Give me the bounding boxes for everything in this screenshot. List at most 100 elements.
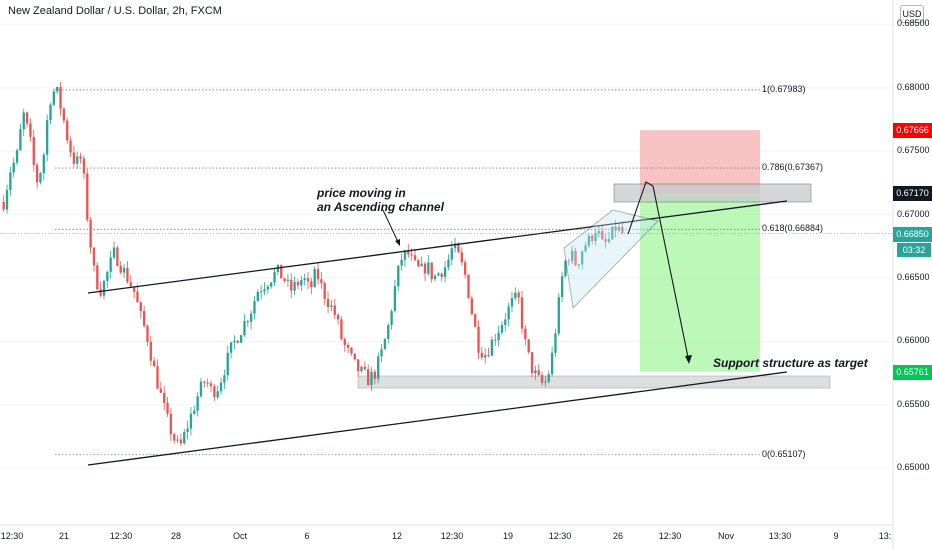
candle-body: [524, 328, 527, 340]
time-tick-label: Oct: [232, 531, 248, 541]
candle-body: [550, 352, 554, 375]
stop-loss-zone[interactable]: [640, 130, 760, 194]
candle-body: [474, 314, 477, 327]
candle-body: [2, 201, 5, 210]
candle-body: [19, 129, 22, 151]
candle-body: [494, 339, 497, 341]
candle-body: [86, 173, 89, 220]
candle-body: [570, 250, 574, 262]
candle-body: [387, 324, 390, 339]
price-tick-label: 0.65000: [897, 462, 930, 473]
candle-body: [564, 260, 567, 277]
candle-body: [614, 226, 617, 231]
candle-body: [283, 278, 286, 282]
price-tag: 0.65761: [893, 364, 932, 380]
candle-body: [280, 264, 283, 279]
candle-body: [42, 154, 45, 174]
candle-body: [611, 226, 614, 240]
candle-body: [76, 156, 79, 164]
projection-path-up[interactable]: [627, 181, 654, 235]
time-tick-label: 19: [502, 531, 514, 541]
candle-body: [604, 239, 607, 242]
candle-body: [517, 292, 520, 298]
candle-body: [336, 314, 340, 320]
candle-body: [139, 302, 142, 312]
candle-body: [557, 297, 560, 334]
candle-body: [497, 332, 500, 341]
candle-body: [132, 286, 136, 292]
candle-body: [567, 260, 570, 262]
annotation-target[interactable]: Support structure as target: [713, 356, 868, 370]
time-tick-label: 13:: [878, 531, 892, 541]
candle-body: [56, 87, 59, 92]
candle-body: [223, 375, 226, 383]
candle-body: [443, 267, 447, 277]
candle-body: [186, 428, 189, 432]
candle-body: [367, 369, 370, 386]
candle-body: [246, 321, 249, 323]
candle-body: [397, 265, 400, 287]
projection-arrow-down[interactable]: [652, 185, 690, 363]
candle-body: [226, 352, 229, 376]
price-tag: 0.66850: [893, 226, 932, 242]
candle-body: [340, 319, 343, 340]
candle-body: [581, 251, 584, 265]
candle-body: [440, 273, 443, 277]
candle-body: [460, 252, 463, 263]
candle-body: [617, 226, 621, 231]
time-tick-label: 28: [170, 531, 182, 541]
channel-lower-line[interactable]: [87, 371, 788, 466]
candle-body: [116, 247, 119, 266]
candle-body: [427, 262, 430, 274]
candle-body: [82, 158, 86, 174]
candle-body: [490, 339, 494, 356]
candle-body: [35, 164, 39, 183]
candle-body: [129, 282, 132, 287]
candle-body: [296, 281, 300, 286]
currency-button[interactable]: USD: [900, 5, 924, 23]
candle-body: [363, 366, 367, 370]
channel-upper-line[interactable]: [87, 200, 788, 294]
annotation-channel-line2: an Ascending channel: [317, 200, 444, 214]
candle-body: [504, 319, 507, 326]
candle-body: [259, 291, 263, 293]
fib-level-label: 0.618(0.66884): [762, 223, 824, 234]
candle-body: [216, 391, 219, 398]
drawings[interactable]: [0, 181, 893, 466]
annotation-pointer[interactable]: [382, 209, 400, 245]
candle-body: [12, 162, 15, 173]
time-tick-label: 12: [391, 531, 403, 541]
price-tick-label: 0.68000: [897, 81, 930, 92]
candle-body: [400, 259, 403, 266]
resistance-box[interactable]: [613, 183, 812, 203]
time-tick-label: 12:30: [658, 531, 682, 541]
take-profit-zone[interactable]: [640, 193, 760, 372]
candle-body: [72, 152, 76, 164]
candlestick-series[interactable]: [2, 81, 624, 446]
candle-body: [433, 275, 437, 280]
annotation-channel[interactable]: price moving in an Ascending channel: [317, 186, 444, 214]
candle-body: [169, 413, 173, 435]
candle-body: [5, 190, 9, 210]
price-tick-label: 0.67000: [897, 208, 930, 219]
support-box[interactable]: [357, 375, 831, 389]
time-tick-label: 12:30: [548, 531, 572, 541]
rising-wedge[interactable]: [563, 209, 659, 309]
price-tag: 0.67170: [893, 186, 932, 202]
candle-body: [537, 370, 540, 375]
candle-body: [66, 120, 69, 141]
time-tick-label: 13:30: [768, 531, 792, 541]
candle-body: [149, 341, 152, 361]
candle-body: [193, 410, 196, 414]
price-tick-label: 0.66000: [897, 335, 930, 346]
candle-body: [249, 313, 253, 322]
chart-title: New Zealand Dollar / U.S. Dollar, 2h, FX…: [8, 5, 222, 17]
candle-body: [39, 173, 42, 183]
candle-body: [480, 352, 484, 358]
candle-body: [601, 231, 604, 240]
candle-body: [544, 381, 547, 383]
candle-body: [300, 279, 303, 286]
time-tick-label: Nov: [717, 531, 735, 541]
candle-body: [591, 235, 594, 241]
